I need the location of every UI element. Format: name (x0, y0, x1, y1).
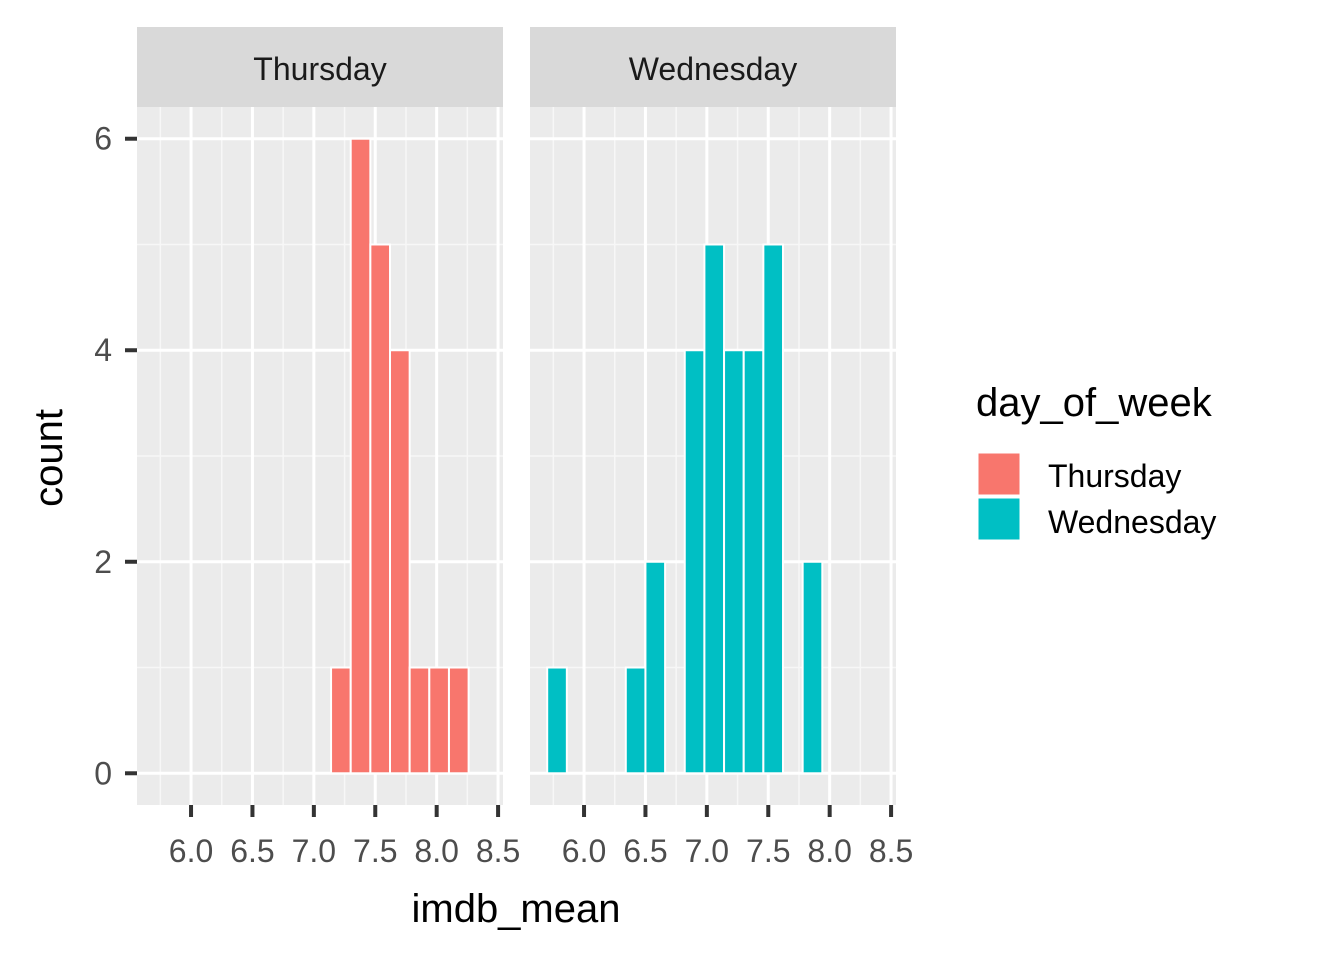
legend-title: day_of_week (976, 381, 1213, 425)
histogram-bar (447, 666, 470, 775)
facet-panel-thursday: Thursday 6.0 6.5 7.0 7.5 8.0 8.5 (137, 27, 520, 869)
y-tick-label: 0 (94, 755, 112, 791)
histogram-bar (389, 349, 411, 775)
x-tick-label: 6.0 (169, 833, 213, 869)
x-tick-label: 7.0 (685, 833, 729, 869)
histogram-bar (349, 137, 372, 775)
y-axis: 0 2 4 6 (94, 121, 137, 791)
histogram-bar (762, 243, 785, 775)
y-tick-label: 2 (94, 544, 112, 580)
x-axis-title: imdb_mean (411, 887, 620, 931)
facet-strip-label: Thursday (253, 51, 386, 87)
histogram-bar (330, 666, 352, 775)
histogram-bar (369, 243, 392, 775)
facets: Thursday 6.0 6.5 7.0 7.5 8.0 8.5 Wednesday 6.0 6.… (137, 27, 913, 869)
facet-strip (137, 27, 503, 107)
histogram-bar (742, 349, 765, 775)
x-tick-label: 6.5 (623, 833, 667, 869)
histogram-bar (723, 349, 745, 775)
histogram-bar (624, 666, 647, 775)
legend: day_of_week Thursday Wednesday (976, 381, 1216, 541)
histogram-bar (408, 666, 431, 775)
histogram-bar (801, 560, 824, 775)
x-tick-label: 6.5 (230, 833, 274, 869)
facet-strip (530, 27, 896, 107)
x-tick-label: 7.5 (353, 833, 397, 869)
y-tick-label: 6 (94, 121, 112, 157)
histogram-bar (644, 560, 667, 775)
facet-panel-wednesday: Wednesday 6.0 6.5 7.0 7.5 8.0 8.5 (530, 27, 913, 869)
legend-key-wednesday (977, 497, 1021, 541)
histogram-bar (546, 666, 568, 775)
histogram-bar (703, 243, 726, 775)
x-tick-label: 8.5 (869, 833, 913, 869)
y-tick-label: 4 (94, 332, 112, 368)
legend-label-wednesday: Wednesday (1048, 504, 1216, 540)
x-tick-label: 8.0 (807, 833, 851, 869)
x-tick-label: 8.5 (476, 833, 520, 869)
facet-strip-label: Wednesday (629, 51, 797, 87)
legend-key-thursday (977, 452, 1021, 496)
x-tick-label: 6.0 (562, 833, 606, 869)
x-tick-label: 7.0 (292, 833, 336, 869)
x-tick-label: 8.0 (414, 833, 458, 869)
legend-label-thursday: Thursday (1048, 458, 1181, 494)
histogram-bar (428, 666, 450, 775)
histogram-bar (683, 349, 706, 775)
x-tick-label: 7.5 (746, 833, 790, 869)
y-axis-title: count (27, 409, 71, 507)
